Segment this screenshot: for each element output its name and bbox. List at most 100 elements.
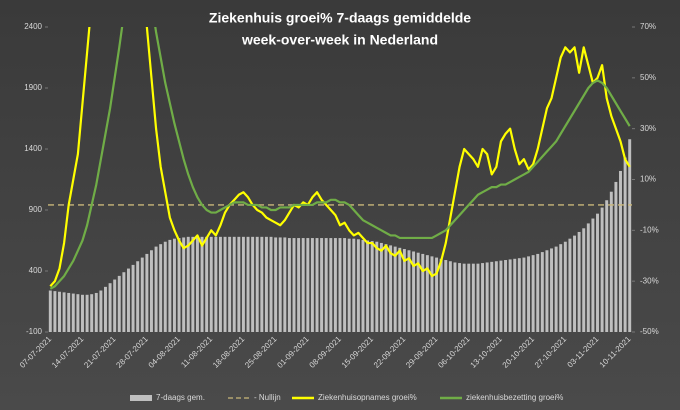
bar	[494, 261, 498, 332]
bar	[90, 294, 94, 332]
bar	[393, 246, 397, 332]
bar	[195, 236, 199, 332]
bar	[356, 239, 360, 332]
bar	[264, 236, 268, 332]
bar	[246, 236, 250, 332]
bar	[251, 236, 255, 332]
bar	[140, 257, 144, 332]
bar	[462, 263, 466, 332]
bar	[389, 245, 393, 332]
bar	[136, 261, 140, 332]
bar	[241, 236, 245, 332]
bar	[609, 191, 613, 332]
bar	[209, 236, 213, 332]
bar	[71, 293, 75, 332]
bar	[568, 238, 572, 332]
bar	[338, 238, 342, 332]
bar	[407, 250, 411, 332]
bar	[623, 157, 627, 332]
line-series	[49, 27, 631, 287]
bar	[287, 238, 291, 332]
bar	[324, 238, 328, 332]
bar	[577, 231, 581, 332]
bar	[274, 237, 278, 332]
bar	[481, 263, 485, 332]
y-tick-label: 400	[29, 266, 43, 275]
bar	[628, 139, 632, 332]
bar	[384, 244, 388, 332]
bar	[540, 252, 544, 332]
bar	[310, 238, 314, 332]
bar	[145, 253, 149, 332]
plot-area	[48, 27, 632, 332]
y2-tick-label: -10%	[640, 225, 659, 234]
bar	[448, 261, 452, 332]
bar	[347, 238, 351, 332]
legend-label: 7-daags gem.	[156, 393, 205, 402]
y2-tick-label: 30%	[640, 124, 656, 133]
bar	[366, 240, 370, 332]
bar	[182, 237, 186, 332]
bar	[122, 272, 126, 332]
bar	[67, 292, 71, 332]
bar	[439, 258, 443, 332]
bar	[582, 228, 586, 332]
bar	[379, 242, 383, 332]
bar	[191, 236, 195, 332]
bar	[94, 292, 98, 332]
bar	[127, 268, 130, 332]
y2-tick-label: 10%	[640, 175, 656, 184]
y2-tick-label: 70%	[640, 22, 656, 31]
bar	[619, 170, 622, 332]
bar	[508, 259, 512, 332]
bar	[402, 249, 406, 332]
bar	[421, 253, 425, 332]
bar	[554, 246, 558, 332]
bar	[278, 237, 282, 332]
bar	[159, 244, 163, 332]
bar	[301, 238, 305, 332]
bar	[76, 294, 80, 332]
bar	[320, 238, 324, 332]
y-tick-label: 1900	[24, 83, 42, 92]
bar	[458, 263, 462, 332]
bar	[297, 238, 301, 332]
bar	[218, 236, 222, 332]
bar	[237, 236, 241, 332]
bar	[108, 283, 112, 332]
bar	[522, 257, 526, 332]
bar	[131, 264, 135, 332]
bar	[104, 286, 107, 332]
bar	[163, 241, 167, 332]
legend-label: - Nullijn	[254, 393, 281, 402]
bar	[485, 262, 489, 332]
bar	[255, 236, 259, 332]
bar	[444, 260, 448, 332]
bar	[117, 275, 121, 332]
bar	[306, 238, 310, 332]
bar	[315, 238, 319, 332]
legend-swatch	[130, 395, 152, 401]
bar	[58, 291, 61, 332]
legend-label: Ziekenhuisopnames groei%	[318, 393, 417, 402]
bar	[435, 257, 439, 332]
chart-title: Ziekenhuis groei% 7-daags gemiddelde	[209, 10, 471, 26]
bar	[550, 248, 553, 332]
bar	[559, 244, 563, 332]
bar	[232, 236, 236, 332]
bar	[416, 252, 420, 332]
bar	[172, 238, 176, 332]
bar	[154, 246, 158, 332]
bar	[228, 236, 232, 332]
bar	[573, 235, 576, 332]
bar	[586, 223, 590, 332]
bar	[283, 237, 287, 332]
bar	[62, 292, 66, 332]
y-tick-label: 1400	[24, 144, 42, 153]
bar	[99, 290, 103, 332]
bar	[168, 239, 172, 332]
bar	[260, 236, 264, 332]
bar	[352, 238, 356, 332]
bar	[591, 218, 595, 332]
bar	[205, 236, 209, 332]
